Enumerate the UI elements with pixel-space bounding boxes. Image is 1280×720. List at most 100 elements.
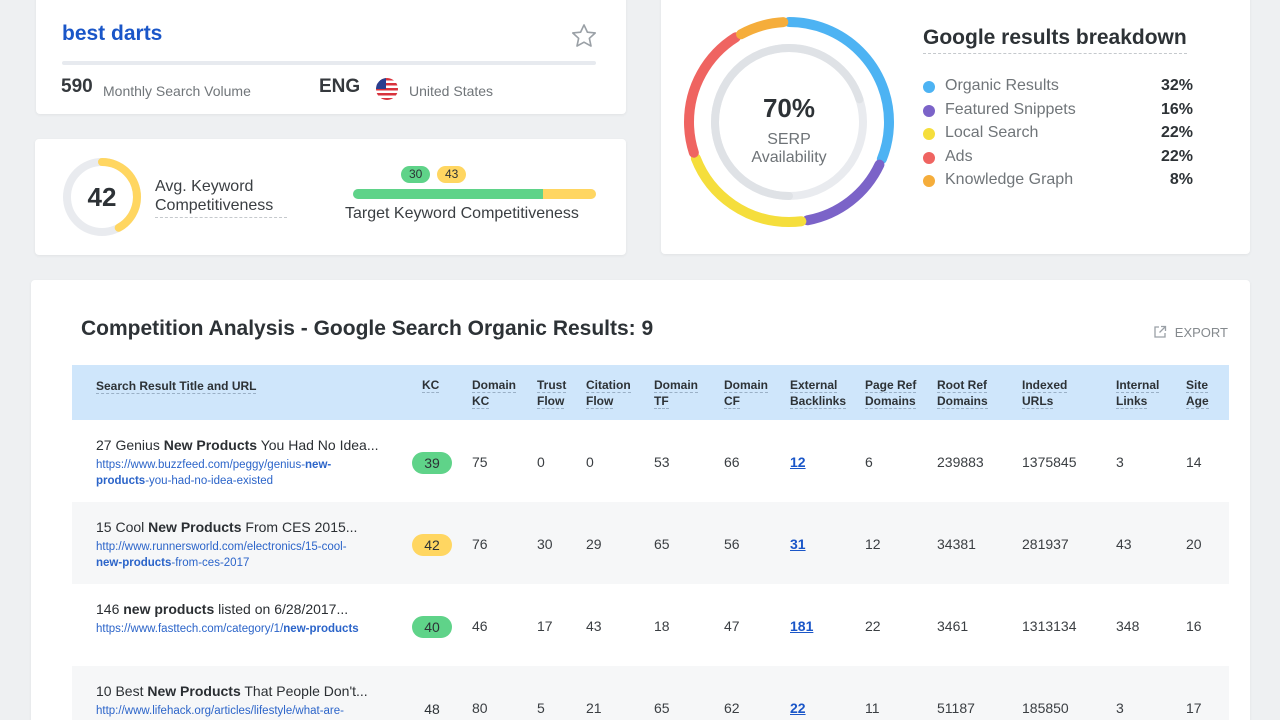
column-header[interactable]: Domain CF	[724, 377, 779, 409]
legend-dot	[923, 81, 935, 93]
cell-backlinks[interactable]: 31	[790, 536, 806, 552]
cell-internal: 3	[1116, 454, 1124, 470]
result-title-text: 15 Cool	[96, 519, 149, 535]
cell-age: 20	[1186, 536, 1202, 552]
legend-name: Knowledge Graph	[945, 171, 1074, 188]
column-header-label: External Backlinks	[790, 378, 847, 409]
keyword-card: best darts 590 Monthly Search Volume ENG…	[36, 0, 626, 114]
cell-page-ref: 6	[865, 454, 873, 470]
backlinks-link[interactable]: 31	[790, 536, 806, 552]
backlinks-link[interactable]: 22	[790, 700, 806, 716]
avg-competitiveness-gauge	[63, 158, 141, 236]
result-url-line: https://www.buzzfeed.com/peggy/genius-ne…	[96, 457, 396, 473]
legend-item: Knowledge Graph 8%	[923, 169, 1193, 193]
column-header-label: Root Ref Domains	[937, 378, 988, 409]
column-header[interactable]: Domain KC	[472, 377, 527, 409]
column-header[interactable]: Page Ref Domains	[865, 377, 925, 409]
cell-internal: 348	[1116, 618, 1140, 634]
serp-label-line1: SERP	[767, 131, 811, 148]
result-url-keyword: new-products	[283, 623, 359, 635]
cell-backlinks[interactable]: 181	[790, 618, 813, 634]
legend-value: 32%	[1160, 77, 1193, 94]
keyword-title[interactable]: best darts	[62, 22, 163, 45]
cell-trust-flow: 17	[537, 618, 553, 634]
export-button[interactable]: EXPORT	[1154, 325, 1228, 340]
cell-trust-flow: 5	[537, 700, 545, 716]
column-header[interactable]: Citation Flow	[586, 377, 641, 409]
result-url-line: new-products-from-ces-2017	[96, 555, 396, 571]
column-header[interactable]: Trust Flow	[537, 377, 577, 409]
legend-item: Featured Snippets 16%	[923, 99, 1193, 123]
result-url[interactable]: https://www.fasttech.com/category/1/new-…	[96, 621, 396, 637]
result-title[interactable]: 27 Genius New Products You Had No Idea..…	[96, 437, 379, 453]
serp-availability-label: SERP Availability	[680, 131, 898, 167]
legend-dot	[923, 128, 935, 140]
backlinks-link[interactable]: 181	[790, 618, 814, 634]
cell-backlinks[interactable]: 22	[790, 700, 806, 716]
kc-badge: 48	[424, 701, 440, 717]
result-url-line: http://www.runnersworld.com/electronics/…	[96, 539, 396, 555]
table-row: 10 Best New Products That People Don't..…	[72, 666, 1229, 720]
cell-indexed: 281937	[1022, 536, 1069, 552]
cell-backlinks[interactable]: 12	[790, 454, 806, 470]
result-title-text: That People Don't...	[240, 683, 368, 699]
cell-domain-kc: 76	[472, 536, 488, 552]
cell-domain-kc: 80	[472, 700, 488, 716]
column-header[interactable]: Internal Links	[1116, 377, 1171, 409]
result-url[interactable]: https://www.buzzfeed.com/peggy/genius-ne…	[96, 457, 396, 489]
result-title-keyword: New Products	[148, 519, 242, 535]
column-header-label: Indexed URLs	[1022, 378, 1068, 409]
table-row: 15 Cool New Products From CES 2015... htt…	[72, 502, 1229, 584]
country-name: United States	[409, 83, 494, 99]
cell-page-ref: 12	[865, 536, 881, 552]
cell-domain-cf: 66	[724, 454, 740, 470]
cell-indexed: 1375845	[1022, 454, 1077, 470]
result-url[interactable]: http://www.lifehack.org/articles/lifesty…	[96, 703, 396, 719]
competitiveness-card: 42 Avg. Keyword Competitiveness 30 43 Ta…	[35, 139, 626, 255]
result-title[interactable]: 146 new products listed on 6/28/2017...	[96, 601, 348, 617]
legend-value: 8%	[1169, 171, 1193, 188]
cell-domain-tf: 53	[654, 454, 670, 470]
result-url[interactable]: http://www.runnersworld.com/electronics/…	[96, 539, 396, 571]
cell-age: 16	[1186, 618, 1202, 634]
star-icon[interactable]	[570, 22, 598, 50]
column-header[interactable]: KC	[422, 377, 452, 393]
cell-root-ref: 3461	[937, 618, 969, 634]
serp-label-line2: Availability	[751, 149, 827, 166]
target-competitiveness-bar	[353, 189, 596, 199]
result-url-text: http://www.runnersworld.com/electronics/…	[96, 541, 347, 553]
competition-analysis-card: Competition Analysis - Google Search Org…	[31, 280, 1250, 720]
backlinks-link[interactable]: 12	[790, 454, 806, 470]
column-header[interactable]: Site Age	[1186, 377, 1226, 409]
column-header[interactable]: Root Ref Domains	[937, 377, 1007, 409]
column-header[interactable]: External Backlinks	[790, 377, 855, 409]
cell-domain-tf: 18	[654, 618, 670, 634]
legend-item: Ads 22%	[923, 146, 1193, 170]
cell-internal: 43	[1116, 536, 1132, 552]
result-url-text: https://www.buzzfeed.com/peggy/genius-	[96, 459, 306, 471]
legend-value: 22%	[1160, 124, 1193, 141]
column-header-label: Domain KC	[472, 378, 517, 409]
cell-domain-tf: 65	[654, 536, 670, 552]
cell-age: 14	[1186, 454, 1202, 470]
cell-domain-cf: 62	[724, 700, 740, 716]
result-title[interactable]: 15 Cool New Products From CES 2015...	[96, 519, 357, 535]
column-header[interactable]: Search Result Title and URL	[96, 378, 346, 394]
cell-indexed: 1313134	[1022, 618, 1077, 634]
cell-page-ref: 11	[865, 700, 880, 716]
column-header[interactable]: Domain TF	[654, 377, 709, 409]
result-title-text: 146	[96, 601, 124, 617]
serp-card: 70% SERP Availability Google results bre…	[661, 0, 1250, 254]
cell-domain-cf: 47	[724, 618, 740, 634]
column-header-label: Trust Flow	[537, 378, 567, 409]
column-header-label: Search Result Title and URL	[96, 379, 257, 394]
legend-name: Organic Results	[945, 77, 1059, 94]
column-header-label: Site Age	[1186, 378, 1209, 409]
cell-citation-flow: 0	[586, 454, 594, 470]
search-volume-label: Monthly Search Volume	[103, 83, 251, 99]
column-header-label: Domain CF	[724, 378, 769, 409]
result-title[interactable]: 10 Best New Products That People Don't..…	[96, 683, 368, 699]
legend-item: Organic Results 32%	[923, 75, 1193, 99]
divider	[62, 61, 596, 65]
column-header[interactable]: Indexed URLs	[1022, 377, 1092, 409]
